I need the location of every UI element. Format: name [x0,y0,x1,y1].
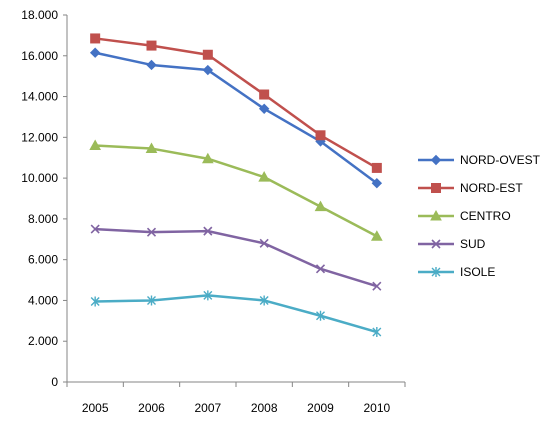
data-point-centro [258,171,271,182]
legend-marker-isole [431,267,441,277]
legend: NORD-OVEST NORD-EST CENTRO SUD ISOLE [418,153,541,279]
data-point-centro [89,139,102,150]
data-point-nord-ovest [258,103,270,114]
y-tick-label: 6.000 [28,253,58,267]
series-line-isole [95,294,378,334]
data-point-nord-est [90,33,101,44]
y-tick-label: 14.000 [21,90,58,104]
data-point-nord-ovest [202,64,214,76]
legend-marker-nord-est [431,183,441,193]
x-tick-label: 2005 [82,401,109,415]
data-point-sud [146,227,157,237]
series-sud [90,224,382,291]
x-tick-label: 2009 [307,401,334,415]
legend-item-isole: ISOLE [418,265,495,279]
legend-marker-centro [430,209,442,221]
x-tick-label: 2008 [251,401,278,415]
data-point-isole [316,310,325,321]
series-centro [89,139,383,241]
data-point-sud [372,281,382,291]
y-tick-label: 18.000 [21,8,58,22]
legend-label-nord-ovest: NORD-OVEST [460,153,541,167]
x-tick-label: 2007 [194,401,221,415]
data-point-centro [201,152,214,164]
y-tick-label: 10.000 [21,171,58,185]
data-point-isole [259,295,269,306]
data-point-nord-est [259,89,270,100]
legend-label-isole: ISOLE [460,265,495,279]
legend-item-nord-est: NORD-EST [418,181,523,195]
data-point-centro [145,142,158,154]
legend-label-nord-est: NORD-EST [460,181,523,195]
data-point-nord-ovest [371,178,383,189]
y-tick-label: 12.000 [21,130,58,144]
series-isole [90,290,382,338]
series-line-nord-est [95,37,378,169]
x-tick-label: 2006 [138,401,165,415]
data-point-nord-est [202,49,213,60]
legend-label-sud: SUD [460,237,486,251]
y-tick-label: 4.000 [28,293,58,307]
axes: 0 2.000 4.000 6.000 8.000 10.000 12.000 14.000 1… [21,8,406,415]
data-point-isole [147,295,156,306]
y-tick-label: 2.000 [28,334,58,348]
data-point-centro [370,230,383,241]
series-line-centro [95,144,378,238]
y-tick-label: 16.000 [21,49,58,63]
legend-marker-nord-ovest [430,154,442,166]
data-point-sud [259,238,269,248]
data-point-isole [90,296,100,307]
data-point-sud [90,224,100,234]
data-point-nord-est [371,162,382,173]
y-tick-label: 8.000 [28,212,58,226]
legend-item-sud: SUD [418,237,486,251]
series-nord-ovest [89,47,383,189]
data-point-sud [203,226,213,236]
data-point-isole [372,327,382,338]
series-line-nord-ovest [94,51,378,185]
series-layer [89,33,383,338]
series-nord-est [90,33,382,173]
data-point-nord-ovest [146,59,157,71]
data-point-isole [203,290,213,301]
legend-item-nord-ovest: NORD-OVEST [418,153,541,167]
data-point-nord-est [315,130,326,141]
y-tick-label: 0 [51,375,58,389]
series-line-sud [95,227,378,288]
data-point-nord-ovest [89,47,101,58]
legend-marker-sud [431,239,441,249]
data-point-nord-est [146,40,157,51]
data-point-sud [315,264,326,274]
legend-label-centro: CENTRO [460,209,511,223]
x-tick-label: 2010 [363,401,390,415]
legend-item-centro: CENTRO [418,209,511,223]
data-point-centro [314,200,327,212]
